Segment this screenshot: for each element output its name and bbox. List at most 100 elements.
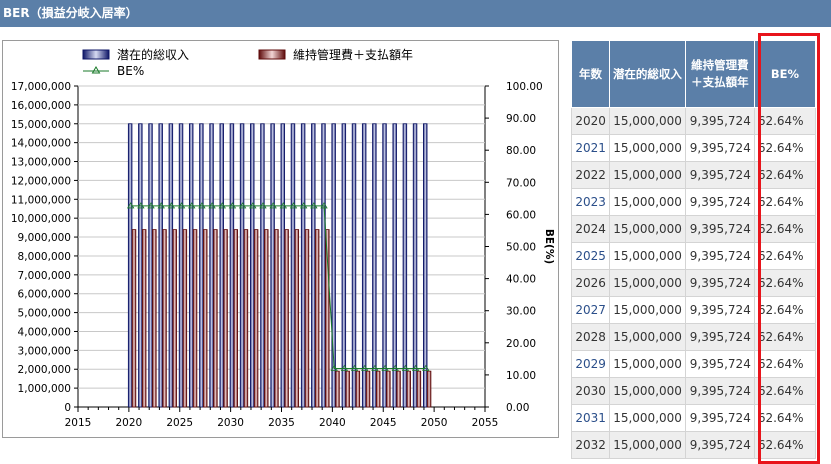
income-bar [351,123,357,408]
be-marker [218,202,226,209]
table-row: 2025 15,000,000 9,395,724 62.64% [571,242,817,270]
col-header-be-percent: BE% [753,40,817,108]
cell-be-percent: 62.64% [753,431,817,459]
income-bar [178,123,184,408]
cost-bar [335,370,340,408]
cell-year: 2023 [571,188,610,216]
cell-be-percent: 62.64% [753,161,817,189]
be-marker [127,202,135,209]
cell-be-percent: 62.64% [753,296,817,324]
income-bar [188,123,194,408]
left-tick-label: 13,000,000 [11,157,71,169]
income-bar [300,123,306,408]
be-marker [167,202,176,209]
cost-bar [365,370,371,408]
be-marker [289,202,298,209]
cost-bar [213,229,218,408]
cost-bar [325,229,330,408]
left-tick-label: 11,000,000 [11,194,71,206]
income-bar [239,123,245,408]
data-table-wrapper: 年数 潜在的総収入 維持管理費＋支払額年 BE% 2020 15,000,000 9… [571,40,817,459]
col-header-year: 年数 [571,40,610,108]
legend-cost-label: 維持管理費＋支払額年 [293,47,413,62]
cost-bar [223,229,228,408]
cell-year: 2020 [571,107,610,135]
be-marker [188,202,196,209]
cell-potential-income: 15,000,000 [608,242,686,270]
cost-bar [396,370,401,408]
cost-bar [264,229,269,408]
income-bar [361,123,367,408]
cell-year: 2028 [571,323,610,351]
cell-potential-income: 15,000,000 [608,107,686,135]
cell-maintenance-cost: 9,395,724 [684,107,755,135]
cell-be-percent: 62.64% [753,323,817,351]
cost-bar [416,370,422,408]
cell-maintenance-cost: 9,395,724 [684,404,755,432]
table-row: 2026 15,000,000 9,395,724 62.64% [571,269,817,297]
cost-bar [202,229,208,408]
table-row: 2020 15,000,000 9,395,724 62.64% [571,107,817,135]
left-tick-label: 0 [64,402,71,414]
cell-year: 2030 [571,377,610,405]
table-row: 2028 15,000,000 9,395,724 62.64% [571,323,817,351]
right-tick-label: 40.00 [506,274,536,286]
cell-potential-income: 15,000,000 [608,323,686,351]
cell-maintenance-cost: 9,395,724 [684,188,755,216]
right-axis-title: BE(%) [543,229,555,264]
be-marker [279,202,288,209]
cell-potential-income: 15,000,000 [608,215,686,243]
cell-be-percent: 62.64% [753,215,817,243]
cell-potential-income: 15,000,000 [608,296,686,324]
right-tick-label: 90.00 [506,113,536,125]
cell-potential-income: 15,000,000 [608,431,686,459]
cell-year: 2027 [571,296,610,324]
cell-year: 2021 [571,134,610,162]
cell-maintenance-cost: 9,395,724 [684,431,755,459]
income-bar [219,123,224,408]
table-row: 2030 15,000,000 9,395,724 62.64% [571,377,817,405]
income-bar [250,123,255,408]
left-tick-label: 10,000,000 [11,213,71,225]
cost-bar [172,229,177,408]
cell-maintenance-cost: 9,395,724 [684,377,755,405]
left-tick-label: 1,000,000 [18,383,71,395]
x-tick-label: 2045 [370,417,397,429]
right-tick-label: 0.00 [506,402,529,414]
cell-be-percent: 62.64% [753,269,817,297]
income-bar [138,123,143,408]
right-tick-label: 70.00 [506,177,536,189]
cost-bar [141,229,147,408]
cost-bar [375,370,381,408]
x-tick-label: 2030 [217,417,244,429]
cell-year: 2029 [571,350,610,378]
cost-bar [253,229,259,408]
cost-bar [192,229,198,408]
be-marker [228,202,237,209]
cost-bar [345,370,350,408]
x-tick-label: 2050 [421,417,448,429]
cost-bar [426,370,432,408]
cost-bar [304,229,310,408]
be-marker [330,364,338,371]
be-marker [137,202,145,209]
income-bar [290,123,296,408]
cost-bar [131,229,137,408]
cell-potential-income: 15,000,000 [608,269,686,297]
be-marker [238,202,247,209]
cost-bar [162,229,167,408]
be-chart: 0 1,000,000 2,000,000 3,000,000 4,000,000 5,0… [2,40,559,438]
table-row: 2023 15,000,000 9,395,724 62.64% [571,188,817,216]
cell-maintenance-cost: 9,395,724 [684,350,755,378]
cell-maintenance-cost: 9,395,724 [684,296,755,324]
col-header-potential-income: 潜在的総収入 [608,40,686,108]
be-marker [299,202,308,209]
income-bar [270,123,275,408]
left-tick-label: 16,000,000 [11,100,71,112]
income-bar [127,123,133,408]
be-marker [259,202,267,209]
cost-bar [314,229,320,408]
table-row: 2029 15,000,000 9,395,724 62.64% [571,350,817,378]
income-bar [280,123,286,408]
left-tick-label: 17,000,000 [11,81,71,93]
